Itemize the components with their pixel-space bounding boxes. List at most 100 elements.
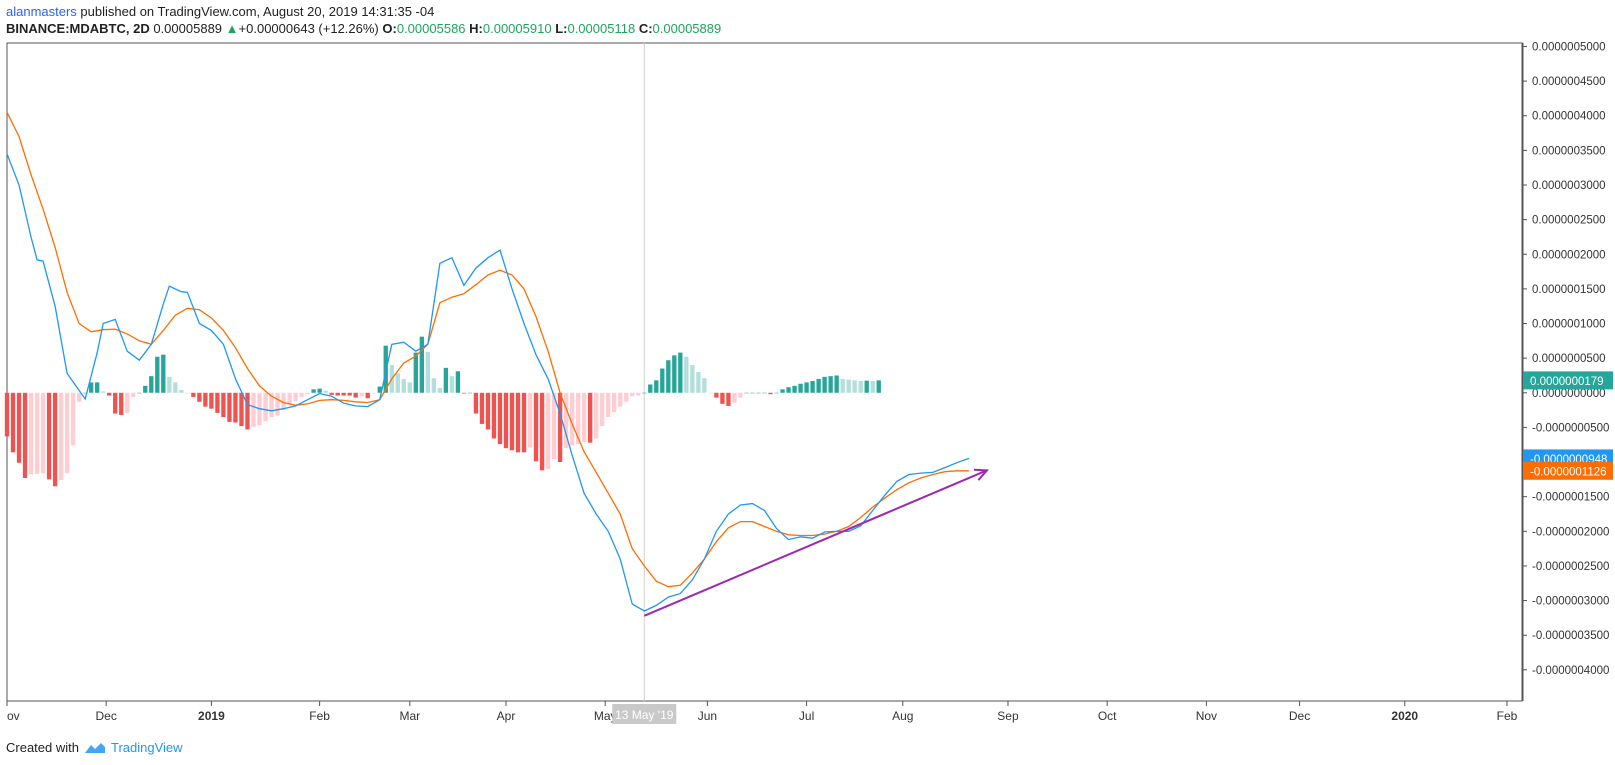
y-tick-label: 0.0000001500	[1532, 284, 1606, 296]
histogram-bar	[780, 389, 785, 393]
x-tick-label: Aug	[892, 709, 913, 723]
high-label: H:	[469, 21, 483, 36]
histogram-bar	[52, 392, 58, 487]
histogram-bar	[431, 378, 437, 393]
y-tick-label: -0.0000004000	[1532, 665, 1609, 677]
y-tick-label: -0.0000003500	[1532, 630, 1609, 642]
histogram-bar	[113, 392, 118, 414]
histogram-bar	[28, 392, 34, 475]
histogram-bar	[419, 336, 424, 393]
histogram-bar	[455, 371, 461, 393]
histogram-bar	[581, 392, 587, 442]
histogram-bar	[305, 392, 310, 395]
x-tick-label: Dec	[96, 709, 117, 723]
histogram-bar	[858, 381, 863, 393]
histogram-bar	[696, 372, 701, 393]
histogram-bar	[161, 354, 166, 393]
open-value: 0.00005586	[396, 21, 466, 36]
histogram-bar	[407, 382, 412, 393]
author-link[interactable]: alanmasters	[6, 4, 77, 19]
histogram-bar	[149, 376, 154, 393]
histogram-bar	[587, 392, 593, 443]
histogram-bar	[557, 392, 563, 463]
histogram-bar	[437, 387, 443, 393]
histogram-bar	[371, 392, 376, 394]
histogram-bar	[479, 392, 485, 424]
x-tick-label: Oct	[1098, 709, 1117, 723]
histogram-bar	[575, 392, 581, 445]
y-tick-label: -0.0000002500	[1532, 561, 1609, 573]
y-tick-label: 0.0000004500	[1532, 76, 1606, 88]
x-tick-label: ov	[7, 709, 20, 723]
histogram-bar	[221, 392, 226, 418]
histogram-bar	[143, 385, 148, 393]
histogram-bar	[618, 392, 623, 407]
histogram-bar	[798, 383, 803, 393]
histogram-bar	[197, 392, 202, 402]
symbol-label[interactable]: BINANCE:MDABTC, 2D	[6, 21, 150, 36]
histogram-bar	[269, 392, 274, 418]
histogram-bar	[473, 392, 479, 414]
histogram-bar	[353, 392, 358, 398]
histogram-bar	[732, 392, 737, 403]
histogram-bar	[173, 382, 178, 393]
histogram-bar	[630, 392, 635, 397]
histogram-bar	[672, 355, 677, 393]
histogram-bar	[539, 392, 545, 471]
y-tick-label: 0.0000005000	[1532, 41, 1606, 53]
histogram-bar	[425, 351, 430, 393]
histogram-bar	[509, 392, 515, 451]
price-change: +0.00000643 (+12.26%)	[238, 21, 379, 36]
y-tick-label: 0.0000001000	[1532, 319, 1606, 331]
histogram-bar	[95, 382, 100, 393]
histogram-bar	[666, 360, 671, 393]
histogram-bar	[82, 392, 88, 394]
histogram-bar	[281, 392, 286, 411]
histogram-bar	[864, 380, 869, 393]
histogram-bar	[107, 392, 112, 396]
histogram-bar	[768, 392, 773, 395]
histogram-bar	[185, 392, 190, 394]
histogram-bar	[70, 392, 76, 446]
up-triangle-icon: ▲	[225, 21, 239, 36]
y-tick-label: 0.0000000000	[1532, 388, 1606, 400]
y-tick-label: 0.0000002500	[1532, 215, 1606, 227]
x-tick-label: Nov	[1196, 709, 1217, 723]
created-with-text: Created with	[6, 740, 79, 755]
histogram-bar	[365, 392, 370, 399]
histogram-bar	[22, 392, 28, 478]
histogram-bar	[738, 392, 743, 398]
histogram-bar	[545, 392, 551, 469]
histogram-bar	[594, 392, 599, 439]
histogram-bar	[678, 352, 683, 393]
histogram-bar	[40, 392, 46, 474]
histogram-bar	[293, 392, 298, 402]
histogram-bar	[684, 356, 689, 393]
histogram-bar	[16, 392, 22, 463]
x-tick-label: May	[594, 709, 617, 723]
x-tick-label: Jun	[698, 709, 717, 723]
histogram-bar	[227, 392, 232, 422]
histogram-bar	[179, 390, 184, 393]
histogram-bar	[612, 392, 617, 413]
tradingview-brand-link[interactable]: TradingView	[110, 740, 183, 755]
x-tick-label: Dec	[1289, 709, 1310, 723]
histogram-bar	[377, 386, 382, 393]
histogram-bar	[311, 389, 316, 393]
low-label: L:	[555, 21, 568, 36]
footer: Created with TradingView	[6, 740, 183, 755]
x-tick-label: 2019	[198, 709, 225, 723]
open-label: O:	[382, 21, 397, 36]
histogram-bar	[215, 392, 220, 413]
histogram-bar	[569, 392, 575, 446]
histogram-bar	[762, 392, 767, 394]
histogram-bar	[834, 375, 839, 393]
histogram-bar	[64, 392, 70, 474]
histogram-bar	[600, 392, 605, 427]
histogram-bar	[810, 381, 815, 393]
x-tick-label: Sep	[997, 709, 1019, 723]
histogram-bar	[852, 380, 857, 393]
histogram-bar	[401, 378, 406, 393]
histogram-bar	[275, 392, 280, 416]
